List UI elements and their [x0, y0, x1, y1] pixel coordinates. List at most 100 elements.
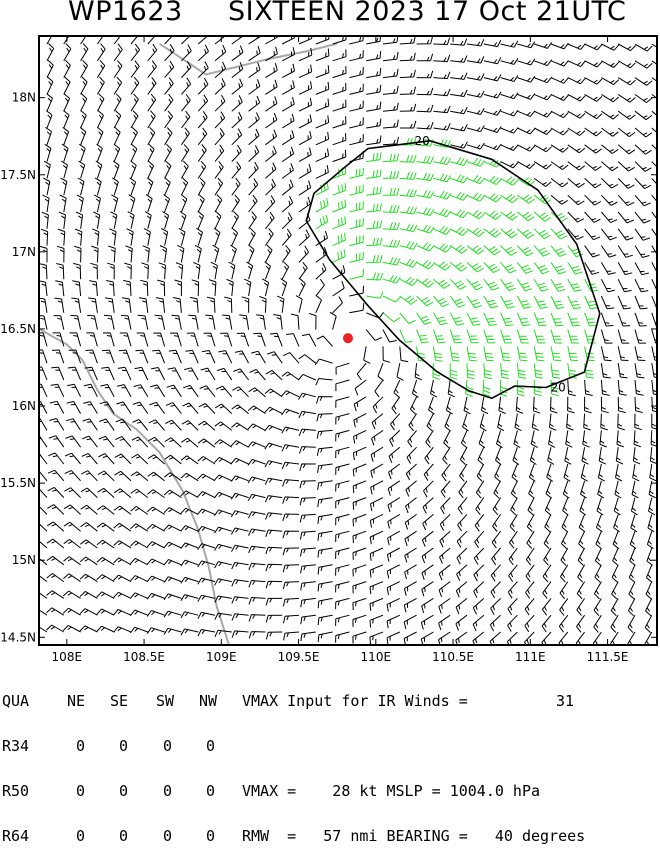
- wind-barb: [527, 497, 535, 516]
- wind-barb: [601, 127, 619, 137]
- wind-barb: [610, 598, 619, 617]
- wind-barb: [366, 152, 382, 163]
- wind-barb: [534, 93, 553, 101]
- wind-barb: [601, 211, 618, 224]
- wind-barb: [352, 614, 367, 627]
- wind-barb: [475, 497, 485, 516]
- wind-barb: [87, 314, 98, 330]
- wind-barb: [61, 143, 69, 162]
- wind-barb: [56, 263, 65, 280]
- wind-barb: [335, 379, 350, 392]
- wind-barb: [612, 531, 620, 550]
- wind-barb: [264, 442, 283, 450]
- wind-barb: [315, 198, 329, 213]
- wind-barb: [332, 66, 347, 79]
- wind-barb: [150, 384, 166, 398]
- wind-barb: [317, 581, 333, 592]
- wind-barb: [478, 430, 486, 449]
- wind-barb: [39, 315, 48, 330]
- wind-barb: [466, 278, 483, 291]
- wind-barb: [113, 76, 123, 95]
- wind-barb: [416, 172, 434, 182]
- wind-barb: [466, 329, 479, 344]
- cell: 0: [76, 737, 86, 755]
- wind-barb: [496, 430, 503, 449]
- wind-barb: [386, 564, 401, 579]
- wind-barb: [231, 161, 242, 179]
- wind-barb: [550, 396, 558, 414]
- wind-barb: [39, 435, 48, 448]
- wind-barb: [614, 480, 622, 499]
- wind-barb: [197, 144, 207, 162]
- wind-barb: [135, 349, 149, 364]
- wind-barb: [352, 530, 367, 544]
- wind-barb: [617, 178, 635, 189]
- wind-barb: [483, 312, 497, 326]
- wind-barb: [181, 420, 199, 431]
- wind-barb: [248, 211, 257, 230]
- wind-barb: [567, 278, 582, 292]
- wind-barb: [146, 506, 165, 515]
- wind-barb: [282, 496, 300, 504]
- wind-barb: [197, 508, 216, 515]
- wind-barb: [366, 36, 382, 45]
- wind-barb: [332, 232, 346, 247]
- wind-barb: [39, 366, 48, 381]
- wind-barb: [147, 471, 165, 482]
- wind-barb: [89, 280, 98, 297]
- wind-barb: [580, 463, 588, 482]
- wind-barb: [163, 472, 182, 482]
- wind-barb: [130, 471, 149, 482]
- wind-barb: [634, 60, 653, 69]
- wind-barb: [231, 62, 244, 78]
- wind-barb: [85, 349, 98, 364]
- wind-barb: [584, 161, 602, 171]
- wind-barb: [76, 194, 84, 213]
- wind-barb: [282, 530, 300, 539]
- wind-barb: [231, 95, 243, 112]
- wind-barb: [197, 577, 216, 585]
- wind-barb: [365, 329, 382, 341]
- wind-barb: [316, 396, 333, 404]
- wind-barb: [500, 193, 519, 204]
- wind-barb: [281, 146, 295, 163]
- wind-barb: [101, 366, 115, 381]
- wind-barb: [510, 480, 518, 499]
- wind-barb: [594, 547, 602, 566]
- wind-barb: [198, 420, 216, 431]
- wind-barb: [231, 227, 239, 246]
- radii-row-r50: R50 0 0 0 0: [2, 784, 215, 799]
- wind-barb: [366, 67, 382, 79]
- wind-barb: [634, 110, 653, 121]
- wind-barb: [99, 401, 115, 414]
- wind-barb: [214, 612, 232, 620]
- wind-barb: [404, 547, 417, 563]
- wind-barb: [136, 332, 149, 347]
- wind-barb: [142, 245, 150, 263]
- wind-barb: [651, 295, 657, 310]
- wind-barb: [281, 63, 295, 79]
- wind-barb: [565, 430, 573, 448]
- wind-barb: [595, 514, 603, 533]
- wind-barb: [567, 178, 585, 188]
- wind-barb: [86, 332, 98, 347]
- wind-barb: [406, 446, 417, 464]
- wind-barb: [111, 194, 119, 213]
- wind-barb: [335, 614, 350, 626]
- wind-barb: [39, 505, 48, 515]
- wind-barb: [231, 128, 243, 146]
- wind-barb: [369, 513, 384, 528]
- wind-barb: [416, 295, 434, 307]
- wind-barb: [213, 227, 221, 246]
- wind-barb: [181, 110, 191, 129]
- wind-barb: [125, 245, 133, 263]
- wind-barb: [130, 523, 149, 532]
- wind-barb: [491, 530, 501, 549]
- wind-barb: [525, 564, 535, 583]
- wind-barb: [550, 379, 559, 397]
- wind-barb: [113, 626, 132, 633]
- wind-barb: [265, 178, 276, 196]
- wind-barb: [248, 128, 260, 146]
- wind-barb: [299, 463, 316, 472]
- wind-barb: [273, 314, 283, 330]
